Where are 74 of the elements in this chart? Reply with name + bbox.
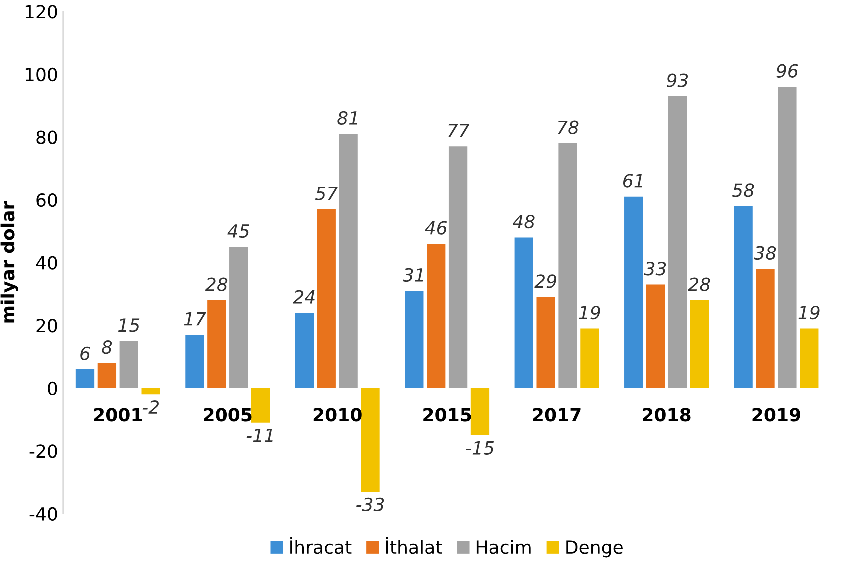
legend-label: Hacim	[476, 540, 531, 554]
bar	[624, 196, 644, 388]
data-label: -15	[466, 442, 494, 455]
y-tick-label: 60	[36, 193, 58, 208]
x-tick-label: 2001	[94, 408, 142, 422]
legend-label: İthalat	[386, 537, 442, 554]
bar	[690, 300, 709, 388]
data-label: 33	[644, 262, 666, 276]
bar	[448, 146, 468, 388]
bar	[120, 341, 138, 388]
bar	[339, 134, 358, 388]
data-label: 17	[184, 312, 206, 326]
data-label: 19	[798, 306, 820, 320]
y-tick-label: 120	[26, 5, 58, 19]
y-tick-label: 80	[36, 130, 58, 144]
bar	[756, 269, 775, 388]
y-axis-title: milyar dolar	[0, 201, 18, 323]
y-tick-label: 100	[26, 68, 58, 82]
data-label: 57	[316, 186, 338, 200]
bar	[208, 300, 226, 388]
data-label: 24	[293, 290, 315, 304]
y-tick-label: 20	[36, 319, 58, 333]
data-label: -33	[356, 498, 384, 512]
bar	[230, 247, 248, 388]
data-label: 31	[402, 268, 424, 282]
x-tick-label: 2019	[752, 408, 800, 422]
bar	[470, 388, 490, 436]
data-label: 29	[534, 274, 556, 288]
bar	[800, 328, 819, 388]
data-label: -2	[142, 400, 159, 414]
data-label: 19	[579, 306, 600, 320]
data-label: 77	[448, 124, 470, 138]
y-tick-label: -20	[30, 444, 58, 458]
data-label: 8	[102, 340, 112, 354]
bar	[668, 96, 688, 388]
bar	[317, 209, 336, 388]
data-label: 78	[558, 120, 579, 134]
data-label: 58	[732, 184, 754, 198]
y-tick-label: 0	[48, 382, 58, 396]
legend-label: Denge	[566, 540, 623, 558]
data-label: 48	[512, 214, 535, 229]
data-label: 96	[776, 64, 798, 78]
bar	[76, 370, 95, 388]
bar	[536, 297, 556, 388]
bar	[514, 238, 534, 388]
data-label: 15	[118, 318, 140, 332]
legend-label: İhracat	[290, 537, 352, 554]
data-label: 46	[425, 221, 448, 235]
data-label: -11	[246, 429, 273, 442]
bar	[361, 388, 380, 492]
y-tick-label: 40	[36, 256, 58, 270]
bar	[778, 87, 797, 388]
bar	[142, 388, 160, 395]
bar	[186, 334, 204, 388]
data-label: 28	[688, 278, 710, 292]
x-tick-label: 2018	[643, 408, 691, 422]
data-label: 6	[80, 346, 90, 360]
data-label: 61	[623, 174, 643, 188]
bar	[251, 388, 270, 423]
bar	[580, 328, 600, 388]
bar	[295, 313, 314, 388]
bar	[405, 291, 424, 388]
x-tick-label: 2017	[533, 408, 581, 422]
bar	[558, 144, 578, 388]
y-tick-label: -40	[30, 507, 58, 522]
data-label: 45	[228, 224, 250, 238]
bar	[734, 206, 753, 388]
data-label: 81	[338, 111, 358, 126]
bar	[98, 363, 117, 388]
data-label: 38	[754, 246, 776, 260]
data-label: 93	[667, 74, 688, 88]
data-label: 28	[205, 278, 228, 292]
bar	[427, 244, 446, 388]
bar	[646, 284, 666, 388]
